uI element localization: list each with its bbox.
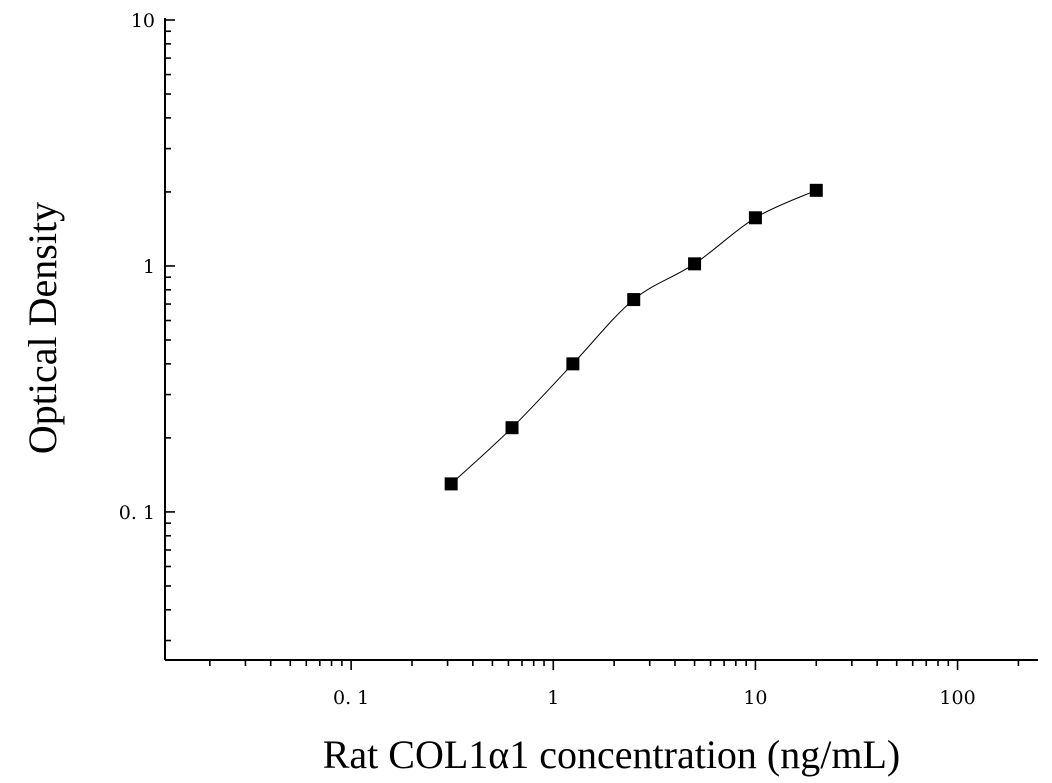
x-tick-label: 10 [743, 687, 767, 709]
x-ticks [209, 660, 1020, 670]
x-tick-label: 0. 1 [333, 687, 369, 709]
y-ticks [165, 19, 175, 642]
x-axis-title: Rat COL1α1 concentration (ng/mL) [323, 732, 900, 777]
y-tick-label: 1 [143, 256, 155, 278]
data-points [444, 183, 823, 491]
data-point [627, 293, 641, 307]
data-point [748, 211, 762, 225]
data-point [688, 257, 702, 271]
y-tick-labels: 10 1 0. 1 [119, 10, 155, 524]
axes [164, 18, 1038, 670]
x-tick-label: 1 [547, 687, 559, 709]
data-point [444, 477, 458, 491]
y-tick-label: 0. 1 [119, 502, 155, 524]
data-point [566, 357, 580, 371]
data-point [809, 183, 823, 197]
data-point [505, 421, 519, 435]
y-tick-label: 10 [131, 10, 155, 32]
x-tick-labels: 0. 1 1 10 100 [333, 687, 976, 709]
fit-curve [450, 189, 817, 485]
x-tick-label: 100 [939, 687, 975, 709]
y-axis-title: Optical Density [20, 202, 65, 454]
